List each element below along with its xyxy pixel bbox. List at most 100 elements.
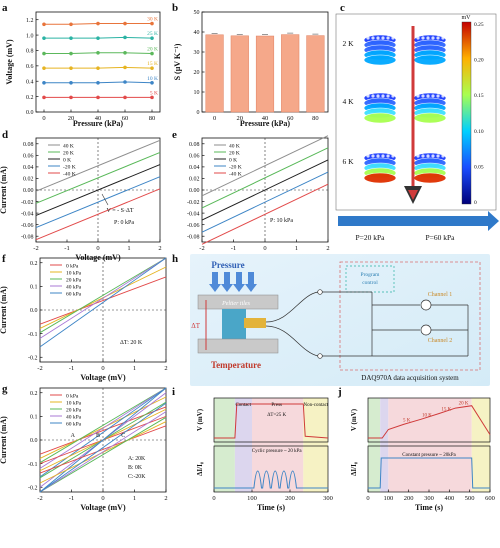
panel-e-y-tick-label: -0.04: [187, 211, 200, 217]
panel-g-note: B: 0K: [128, 465, 143, 471]
panel-j-x-tick-label: 100: [383, 495, 393, 502]
panel-f-x-tick-label: 1: [133, 365, 136, 372]
panel-f-legend-label: 20 kPa: [66, 278, 82, 284]
panel-a-point: [150, 95, 154, 100]
panel-g-series-line: [39, 387, 167, 469]
panel-d-series-line: [35, 151, 161, 204]
panel-j-x-tick-label: 400: [444, 495, 454, 502]
panel-a-point: [69, 36, 73, 40]
panel-e-x-tick-label: 1: [295, 245, 298, 252]
panel-f-legend-label: 40 kPa: [66, 285, 82, 291]
panel-h-ammeter-icon: [420, 324, 432, 336]
panel-d-letter: d: [2, 129, 8, 141]
panel-g-note: A: 20K: [128, 456, 146, 462]
panel-g-letter: g: [2, 383, 8, 395]
panel-a-point: [150, 66, 154, 70]
panel-j-phase-bg: [388, 398, 472, 492]
panel-c-row-label: 6 K: [342, 157, 354, 166]
panel-b-bar: [205, 34, 224, 113]
panel-h-wire-top: [265, 291, 319, 323]
panel-i-top-note: ΔT=25 K: [267, 413, 286, 418]
panel-f-series-line: [39, 257, 167, 339]
panel-e-series-line: [201, 135, 329, 197]
panel-c-lattice-left: [363, 34, 397, 66]
panel-c-colorbar-tick: 0.05: [474, 164, 484, 170]
panel-d-x-tick-label: 0: [96, 245, 99, 252]
panel-g-x-tick-label: 0: [101, 495, 104, 502]
panel-h-wire-bottom: [265, 325, 319, 357]
panel-h-program-label: control: [362, 280, 378, 286]
panel-j-x-tick-label: 500: [465, 495, 475, 502]
panel-a-point: [69, 95, 73, 100]
panel-e-y-tick-label: 0.08: [189, 142, 200, 148]
panel-j-step-label: 5 K: [403, 419, 411, 424]
panel-e-letter: e: [172, 129, 177, 141]
panel-h-pressure-arrow: [212, 272, 218, 284]
panel-e-y-tick-label: 0.00: [189, 188, 200, 194]
panel-c-row-label: 4 K: [342, 97, 354, 106]
panel-d-y-tick-label: 0.04: [23, 165, 34, 171]
panel-g-legend-label: 20 kPa: [66, 408, 82, 414]
panel-d-y-tick-label: 0.06: [23, 154, 34, 160]
panel-a-y-tick-label: 0.6: [26, 64, 34, 70]
panel-j-step-label: 20 K: [459, 401, 469, 406]
panel-a-point: [42, 36, 46, 40]
panel-g-y-tick-label: 0.2: [30, 391, 38, 397]
panel-g-point-label: C: [121, 433, 125, 439]
panel-g-series-line: [39, 416, 167, 493]
panel-i-ylabel-top: V (mV): [196, 408, 204, 431]
panel-d-y-tick-label: 0.08: [23, 142, 34, 148]
panel-e-y-tick-label: -0.06: [187, 223, 200, 229]
panel-a-series-label: 10 K: [147, 76, 158, 82]
panel-c-lattice-right: [413, 152, 447, 184]
panel-g-y-tick-label: -0.1: [28, 462, 38, 468]
panel-h-delta-t-label: ΔT: [191, 322, 201, 330]
panel-g-series-line: [39, 402, 167, 493]
panel-a-series-label: 30 K: [147, 17, 158, 23]
panel-i-ylabel-bottom: ΔI/I₀: [196, 462, 204, 476]
panel-e-x-tick-label: 2: [326, 245, 329, 252]
panel-h-sensor: [222, 309, 246, 339]
panel-c-colorbar-title: mV: [462, 15, 472, 21]
panel-c-colorbar-tick: 0.15: [474, 93, 484, 99]
panel-a-point: [69, 22, 73, 27]
panel-h-daq-box: [339, 261, 481, 371]
panel-a-x-tick-label: 40: [95, 115, 102, 122]
panel-a-point: [42, 95, 46, 100]
panel-j-ylabel-bottom: ΔI/I₀: [350, 462, 358, 476]
panel-i-top-frame: [213, 397, 329, 443]
panel-b-y-tick-label: 50: [194, 10, 200, 16]
panel-e-legend-label: 40 K: [229, 144, 240, 150]
panel-a-point: [123, 50, 127, 55]
panel-c-lattice-left: [363, 92, 397, 124]
panel-i-bottom-frame: [213, 445, 329, 493]
panel-a-series-label: 15 K: [147, 61, 158, 67]
panel-g-x-tick-label: -2: [37, 495, 42, 502]
panel-f-annotation: ΔT: 20 K: [120, 340, 143, 346]
panel-c-colorbar-tick: 0: [474, 200, 477, 206]
panel-j-voltage-line: [368, 405, 491, 439]
panel-j-x-tick-label: 600: [485, 495, 495, 502]
panel-j-x-tick-label: 300: [424, 495, 434, 502]
panel-e-x-tick-label: -1: [231, 245, 236, 252]
panel-g-series-line: [39, 387, 167, 493]
panel-a-y-tick-label: 0.8: [26, 49, 34, 55]
panel-c-row-label: 2 K: [342, 39, 354, 48]
panel-h-system-label: DAQ970A data acquisition system: [361, 374, 459, 382]
panel-a-series-label: 5 K: [150, 90, 158, 96]
panel-h-pressure-arrow-head: [221, 284, 233, 292]
panel-b-xlabel: Pressure (kPa): [240, 119, 290, 128]
panel-j-letter: j: [337, 386, 342, 398]
panel-f-series-line: [39, 257, 167, 348]
panel-f-xlabel: Voltage (mV): [80, 373, 126, 382]
panel-h-pressure-arrow-head: [245, 284, 257, 292]
panel-e-legend-label: -40 K: [229, 172, 242, 178]
panel-e-legend-label: 20 K: [229, 151, 240, 157]
panel-d-ylabel: Current (mA): [0, 166, 8, 214]
panel-h-voltmeter-icon: [420, 299, 432, 311]
panel-e-legend-label: -20 K: [229, 165, 242, 171]
panel-a-x-tick-label: 20: [68, 115, 75, 122]
panel-c-colorbar-tick: 0.25: [474, 22, 484, 28]
panel-j-x-tick-label: 200: [404, 495, 414, 502]
panel-f-x-tick-label: 2: [164, 365, 167, 372]
